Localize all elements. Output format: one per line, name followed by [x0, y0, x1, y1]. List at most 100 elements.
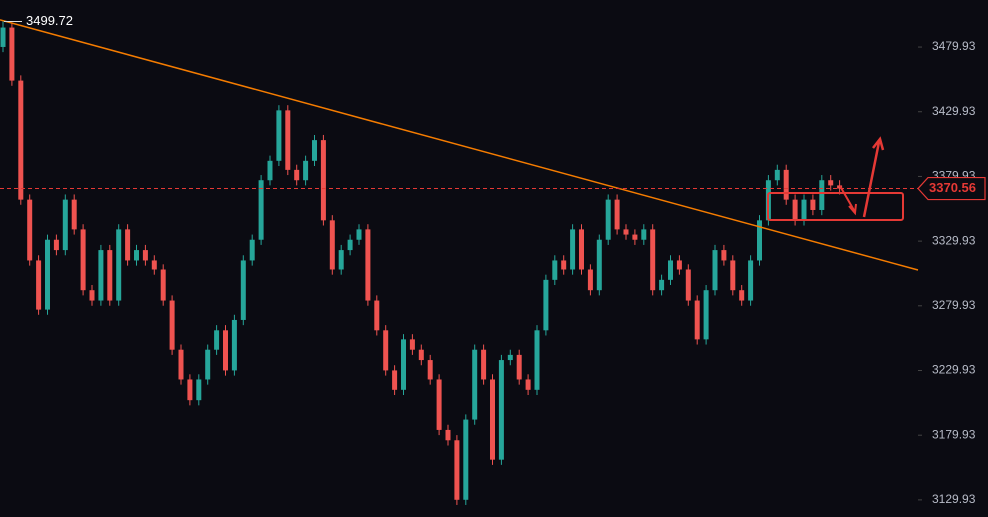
candle-body [169, 300, 175, 350]
candle-body [418, 349, 424, 361]
y-tick-label: 3429.93 [932, 104, 976, 118]
y-tick-label: 3279.93 [932, 298, 976, 312]
candle-body [116, 229, 122, 301]
candle-body [249, 239, 255, 261]
candle-body [223, 330, 228, 371]
candle-body [240, 260, 246, 320]
candle-body [374, 300, 380, 331]
candle-body [659, 279, 665, 291]
candle-body [490, 379, 495, 460]
candle-body [392, 370, 398, 390]
candle-body [819, 180, 825, 210]
candle-body [383, 330, 389, 371]
candle-body [694, 300, 700, 340]
arrow-up [862, 136, 885, 218]
candle-body [338, 250, 344, 270]
plot: 3129.933179.933229.933279.933329.933379.… [0, 13, 986, 506]
candle-body [347, 239, 353, 251]
trendline [0, 19, 919, 271]
candle-body [53, 239, 59, 251]
candle-body [160, 269, 166, 301]
candle-body [792, 199, 798, 221]
candle-body [748, 260, 754, 301]
candle-body [320, 140, 326, 221]
candle-body [356, 229, 362, 240]
candle-body [205, 349, 211, 380]
y-tick-label: 3179.93 [932, 427, 976, 441]
candle-body [828, 180, 834, 186]
candle-body [89, 290, 95, 301]
y-tick-label: 3229.93 [932, 363, 976, 377]
candle-body [810, 199, 816, 210]
candle-body [445, 429, 451, 441]
candle-body [294, 169, 300, 181]
candle-body [436, 379, 442, 430]
candle-body [570, 229, 576, 270]
candle-body [481, 349, 487, 380]
y-tick-label: 3479.93 [932, 39, 976, 53]
candle-body [231, 319, 237, 371]
y-tick-label: 3129.93 [932, 492, 976, 506]
last-price-label: 3370.56 [929, 180, 976, 195]
candle-body [312, 140, 317, 161]
candle-body [596, 239, 602, 291]
candle-body [561, 260, 567, 270]
candle-body [507, 354, 513, 361]
last-price-box [917, 176, 986, 201]
candle-body [142, 250, 148, 261]
candle-body [552, 260, 558, 280]
candle-body [36, 260, 42, 310]
candle-body [267, 160, 273, 181]
candle-body [739, 290, 745, 301]
candle-body [623, 229, 629, 235]
candle-body [27, 199, 33, 261]
candle-body [18, 80, 24, 200]
candle-body [107, 250, 113, 301]
candle-body [801, 199, 807, 221]
candle-body [605, 199, 611, 240]
candle-body [730, 260, 736, 291]
candle-body [676, 260, 682, 270]
candle-body [721, 250, 727, 261]
candle-body [774, 169, 780, 181]
candle-body [427, 360, 433, 380]
candle-body [125, 229, 131, 261]
candle-body [62, 199, 68, 251]
candle-body [214, 330, 220, 350]
candle-body [178, 349, 184, 380]
candle-body [668, 260, 673, 280]
candle-body [134, 250, 139, 261]
candle-body [783, 169, 789, 200]
candle-body [641, 229, 647, 240]
candle-body [632, 234, 638, 240]
candle-body [587, 269, 593, 291]
highlight-box [767, 192, 904, 221]
y-tick-label: 3329.93 [932, 233, 976, 247]
candle-body [712, 250, 718, 291]
candle-body [454, 440, 460, 500]
candle-body [498, 360, 504, 460]
candle-body [650, 229, 656, 291]
candle-body [80, 229, 86, 291]
max-label: 3499.72 [26, 13, 73, 28]
candle-body [151, 260, 157, 270]
candle-body [71, 199, 77, 230]
candle-body [534, 330, 540, 390]
candle-body [614, 199, 620, 230]
candle-body [579, 229, 584, 270]
candle-body [329, 220, 335, 270]
arrow-down [839, 185, 857, 216]
candle-body [303, 160, 309, 181]
candle-body [276, 110, 282, 161]
candle-body [0, 27, 6, 47]
candle-body [703, 290, 709, 340]
candle-body [525, 379, 531, 390]
candle-body [757, 220, 762, 261]
candle-body [463, 419, 469, 500]
candle-body [409, 339, 415, 350]
candle-body [543, 279, 549, 331]
candle-body [258, 180, 264, 240]
candle-body [516, 354, 522, 380]
